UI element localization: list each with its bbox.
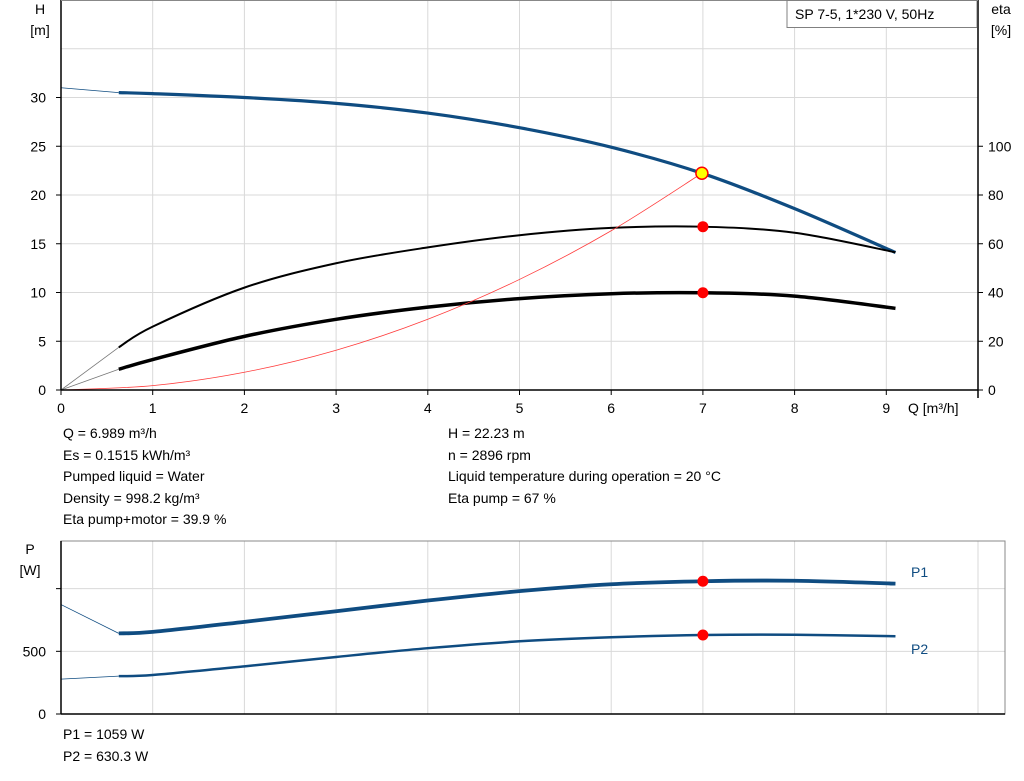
info-eta-pump: Eta pump = 67 %	[448, 489, 556, 506]
info-q: Q = 6.989 m³/h	[63, 425, 157, 441]
x-tick-label: 2	[241, 400, 249, 416]
info-density: Density = 998.2 kg/m³	[63, 489, 200, 506]
curves	[60, 87, 897, 680]
x-axis-label: Q [m³/h]	[908, 400, 959, 416]
y-tick-label-left: 20	[30, 187, 46, 203]
info-right: H = 22.23 m n = 2896 rpm Liquid temperat…	[448, 423, 721, 509]
x-tick-label: 8	[791, 400, 799, 416]
x-tick-label: 9	[882, 400, 890, 416]
y-axis-label-eta: eta	[991, 1, 1011, 17]
p-tick-label: 500	[23, 643, 47, 659]
curve-p1	[118, 578, 896, 636]
x-tick-label: 6	[607, 400, 615, 416]
y-tick-label-right: 100	[988, 138, 1012, 154]
x-tick-label: 7	[699, 400, 707, 416]
y-tick-label-right: 80	[988, 187, 1004, 203]
legend-box	[786, 0, 978, 28]
curve-eta-pump-motor	[118, 290, 896, 371]
p-axis-label: P	[25, 541, 34, 557]
info-left: Q = 6.989 m³/h Es = 0.1515 kWh/m³ Pumped…	[63, 423, 226, 531]
y-tick-label-left: 5	[38, 333, 46, 349]
power-info: P1 = 1059 W P2 = 630.3 W	[63, 724, 148, 767]
y-tick-label-right: 0	[988, 382, 996, 398]
p2-marker	[697, 629, 709, 641]
y-tick-label-left: 0	[38, 382, 46, 398]
y-tick-label-right: 60	[988, 236, 1004, 252]
y-axis-unit-h: [m]	[30, 22, 49, 38]
y-axis-unit-eta: [%]	[991, 22, 1011, 38]
series-label-p2: P2	[911, 641, 928, 657]
info-eta-pump-motor: Eta pump+motor = 39.9 %	[63, 511, 227, 527]
curve-p2	[118, 633, 896, 678]
curve-p1-extrapolation	[60, 604, 119, 634]
info-h: H = 22.23 m	[448, 425, 525, 441]
y-axis-label-h: H	[35, 1, 45, 17]
p-tick-label: 0	[38, 706, 46, 722]
y-tick-label-right: 40	[988, 285, 1004, 301]
x-tick-label: 5	[516, 400, 524, 416]
x-tick-label: 4	[424, 400, 432, 416]
operating-point-marker	[695, 166, 709, 181]
y-tick-label-left: 10	[30, 285, 46, 301]
curve-eta-pump-motor-extrapolation	[60, 368, 119, 391]
x-tick-label: 3	[332, 400, 340, 416]
curve-p2-extrapolation	[60, 675, 119, 680]
x-tick-label: 1	[149, 400, 157, 416]
curve-H-extrapolation	[60, 87, 119, 94]
chart-title: SP 7-5, 1*230 V, 50Hz	[795, 6, 934, 22]
curve-eta-pump-extrapolation	[60, 347, 120, 391]
axes: 0 1 2 3 4 5 6 7 8 9 0 5 10 15 20 25 30 0 20 40 60 80 100 0 500	[23, 0, 1012, 722]
y-tick-label-left: 15	[30, 236, 46, 252]
p1-marker	[697, 575, 709, 587]
eta-pump-marker	[697, 221, 709, 233]
y-tick-label-left: 30	[30, 90, 46, 106]
curve-H	[118, 91, 897, 254]
y-tick-label-right: 20	[988, 333, 1004, 349]
info-p1: P1 = 1059 W	[63, 726, 145, 742]
info-liquid: Pumped liquid = Water	[63, 468, 205, 484]
series-label-p1: P1	[911, 564, 928, 580]
eta-pump-motor-marker	[697, 287, 709, 299]
p-axis-unit: [W]	[20, 562, 41, 578]
info-es: Es = 0.1515 kWh/m³	[63, 446, 191, 463]
curve-eta-pump	[118, 225, 896, 349]
info-n: n = 2896 rpm	[448, 446, 531, 463]
top-grid	[61, 0, 978, 390]
x-tick-label: 0	[57, 400, 65, 416]
info-p2: P2 = 630.3 W	[63, 747, 149, 764]
markers	[695, 166, 709, 641]
info-temperature: Liquid temperature during operation = 20…	[448, 468, 721, 484]
curve-system-curve	[60, 172, 703, 391]
y-tick-label-left: 25	[30, 138, 46, 154]
